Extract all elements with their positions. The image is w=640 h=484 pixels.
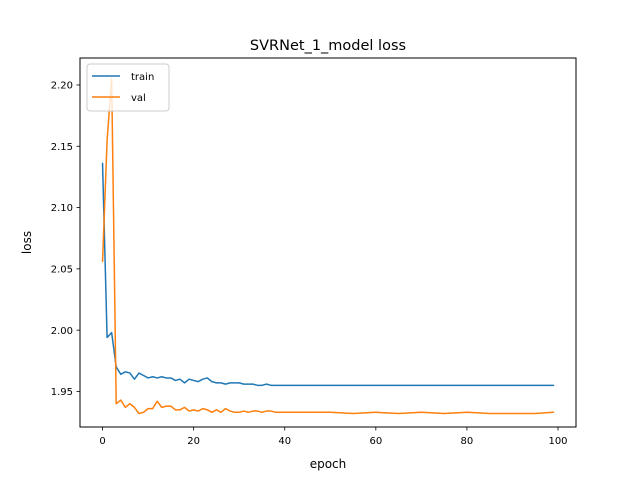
x-axis-ticks: 0 20 40 60 80 100 [99, 427, 568, 447]
x-tick-label: 100 [548, 436, 567, 447]
x-tick-label: 80 [461, 436, 474, 447]
y-tick-label: 2.05 [51, 264, 73, 275]
series-line-val [101, 78, 555, 415]
y-tick-label: 1.95 [51, 387, 73, 398]
x-tick-label: 0 [99, 436, 105, 447]
y-axis-ticks: 1.95 2.00 2.05 2.10 2.15 2.20 [51, 81, 80, 398]
legend-box [86, 63, 170, 112]
series-line-train [101, 162, 555, 387]
x-tick-label: 40 [278, 436, 291, 447]
legend-label-val: val [131, 93, 146, 104]
legend-label-train: train [131, 72, 154, 83]
plot-lines [101, 78, 555, 415]
x-tick-label: 60 [369, 436, 382, 447]
x-tick-label: 20 [187, 436, 200, 447]
chart-title: SVRNet_1_model loss [250, 38, 406, 54]
legend: train val [86, 63, 170, 112]
y-axis-label: loss [20, 231, 34, 254]
x-axis-label: epoch [310, 457, 347, 471]
axes-frame [79, 57, 577, 428]
y-tick-label: 2.00 [51, 326, 73, 337]
y-tick-label: 2.10 [51, 203, 73, 214]
y-tick-label: 2.15 [51, 142, 73, 153]
y-tick-label: 2.20 [51, 81, 73, 92]
